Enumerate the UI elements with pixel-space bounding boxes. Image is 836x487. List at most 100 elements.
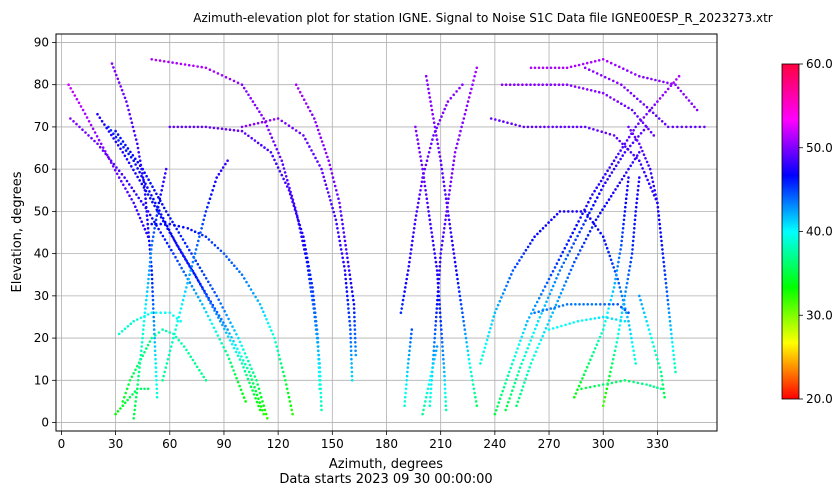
data-point [529, 362, 533, 365]
data-point [603, 303, 606, 306]
data-point [572, 321, 576, 324]
data-point [627, 319, 630, 323]
data-point [534, 350, 538, 354]
data-point [408, 260, 411, 264]
data-point [154, 58, 158, 62]
data-point [549, 315, 553, 318]
data-point [180, 342, 183, 345]
data-point [226, 159, 229, 162]
data-point [582, 241, 586, 245]
data-point [284, 379, 287, 382]
data-point [563, 125, 567, 129]
data-point [510, 362, 514, 366]
data-point [617, 161, 620, 164]
data-point [188, 248, 191, 252]
data-point [656, 386, 659, 390]
data-point [194, 248, 198, 251]
data-point [423, 180, 426, 184]
data-point [345, 290, 349, 293]
data-point [433, 357, 436, 361]
data-point [334, 218, 338, 222]
data-point [186, 281, 189, 285]
data-point [513, 83, 516, 86]
data-point [353, 332, 357, 336]
data-point [516, 262, 519, 266]
data-point [238, 358, 242, 361]
data-point [647, 164, 650, 167]
data-point [282, 167, 286, 170]
data-point [285, 185, 289, 188]
data-point [583, 66, 587, 70]
data-point [443, 184, 446, 188]
data-point [352, 307, 356, 310]
data-point [658, 79, 661, 83]
data-point [132, 189, 136, 193]
x-axis-ticks: 0 30 60 90 120 150 180 210 240 270 300 330 [58, 431, 669, 451]
data-point [338, 239, 342, 243]
data-point [244, 124, 248, 128]
data-point [441, 172, 444, 175]
data-point [665, 290, 669, 293]
data-point [93, 131, 97, 134]
data-point [661, 383, 665, 386]
data-point [611, 262, 614, 265]
data-point [642, 75, 645, 79]
data-point [133, 390, 137, 393]
data-point [310, 149, 313, 152]
data-point [433, 341, 436, 344]
data-point [441, 349, 445, 353]
data-point [263, 146, 266, 149]
colorbar-tick-label: 20.0 [806, 392, 833, 406]
data-point [515, 404, 518, 408]
data-point [344, 277, 348, 281]
data-point [434, 315, 438, 319]
data-point [134, 172, 137, 175]
data-point [224, 349, 227, 353]
data-point [664, 281, 668, 285]
data-point [609, 258, 613, 262]
data-point [447, 197, 450, 200]
data-point [612, 79, 615, 83]
data-point [139, 357, 142, 361]
data-point [516, 374, 519, 377]
data-point [196, 65, 199, 68]
data-point [342, 260, 345, 264]
data-point [620, 83, 623, 86]
data-point [336, 193, 339, 196]
data-point [159, 222, 162, 226]
data-point [164, 222, 167, 226]
data-point [431, 112, 435, 116]
data-point [353, 336, 357, 340]
data-point [234, 350, 238, 354]
data-point [629, 91, 633, 95]
data-point [305, 256, 309, 260]
data-point [339, 248, 343, 251]
data-point [443, 379, 447, 382]
data-point [243, 277, 246, 280]
data-point [200, 227, 203, 230]
data-point [192, 288, 196, 292]
data-point [154, 370, 158, 374]
data-point [122, 183, 125, 187]
data-point [405, 277, 409, 281]
data-point [405, 379, 409, 382]
data-point [78, 125, 81, 129]
data-point [425, 391, 429, 395]
data-point [604, 243, 608, 246]
data-point [238, 351, 241, 355]
data-point [439, 319, 443, 323]
data-point [204, 310, 208, 314]
data-point [591, 193, 594, 196]
y-tick-label: 20 [34, 331, 49, 345]
data-point [454, 146, 458, 150]
data-point [631, 345, 635, 348]
data-point [564, 280, 568, 283]
data-point [569, 235, 572, 238]
data-point [423, 184, 427, 188]
data-point [136, 383, 139, 386]
data-point [266, 417, 269, 420]
data-point [411, 235, 415, 238]
data-point [596, 228, 600, 231]
data-point [596, 215, 600, 218]
data-point [191, 260, 195, 264]
